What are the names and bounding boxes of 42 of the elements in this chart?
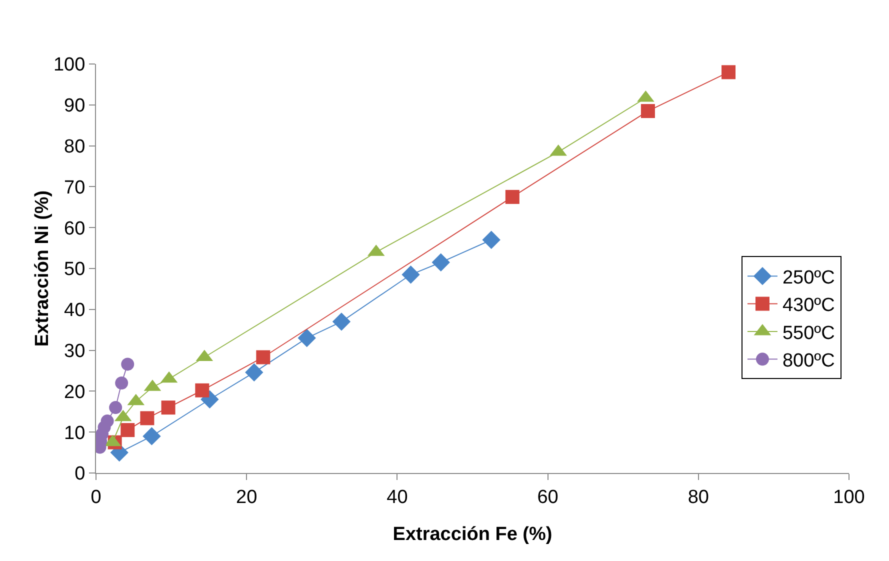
point xyxy=(482,230,500,249)
point xyxy=(432,253,450,272)
y-tick-label: 50 xyxy=(64,259,86,280)
y-tick-label: 10 xyxy=(64,422,86,444)
y-axis-title: Extracción Ni (%) xyxy=(32,190,53,347)
y-tick-label: 80 xyxy=(64,136,86,158)
x-tick-label: 40 xyxy=(386,486,408,508)
point xyxy=(722,65,736,80)
y-tick-label: 30 xyxy=(64,340,86,362)
x-tick-label: 0 xyxy=(90,486,102,508)
point xyxy=(142,427,161,446)
x-tick-label: 20 xyxy=(236,486,258,508)
y-tick-label: 70 xyxy=(64,177,86,198)
point xyxy=(161,400,176,415)
point xyxy=(120,423,135,438)
point xyxy=(298,328,316,348)
point xyxy=(402,266,420,284)
legend-label: 550ºC xyxy=(782,322,835,344)
y-tick-label: 90 xyxy=(64,96,86,117)
x-axis-title: Extracción Fe (%) xyxy=(392,524,552,545)
x-tick-label: 100 xyxy=(833,486,865,508)
x-tick-label: 60 xyxy=(537,486,558,508)
point xyxy=(109,401,122,414)
point xyxy=(505,190,520,204)
x-tick-label: 80 xyxy=(688,486,709,508)
legend-label: 430ºC xyxy=(782,295,835,316)
point xyxy=(640,104,655,118)
y-tick-label: 20 xyxy=(64,382,86,403)
legend-label: 250ºC xyxy=(782,267,835,288)
point xyxy=(195,383,210,398)
y-tick-label: 60 xyxy=(64,218,86,240)
y-tick-label: 40 xyxy=(64,300,86,322)
y-tick-label: 100 xyxy=(53,54,86,76)
point xyxy=(121,358,134,371)
point xyxy=(245,363,264,382)
point xyxy=(100,414,114,428)
legend-label: 800ºC xyxy=(782,350,835,372)
point xyxy=(140,411,154,426)
y-tick-label: 0 xyxy=(74,464,86,485)
point xyxy=(256,350,270,364)
point xyxy=(332,312,351,331)
point xyxy=(115,376,128,390)
